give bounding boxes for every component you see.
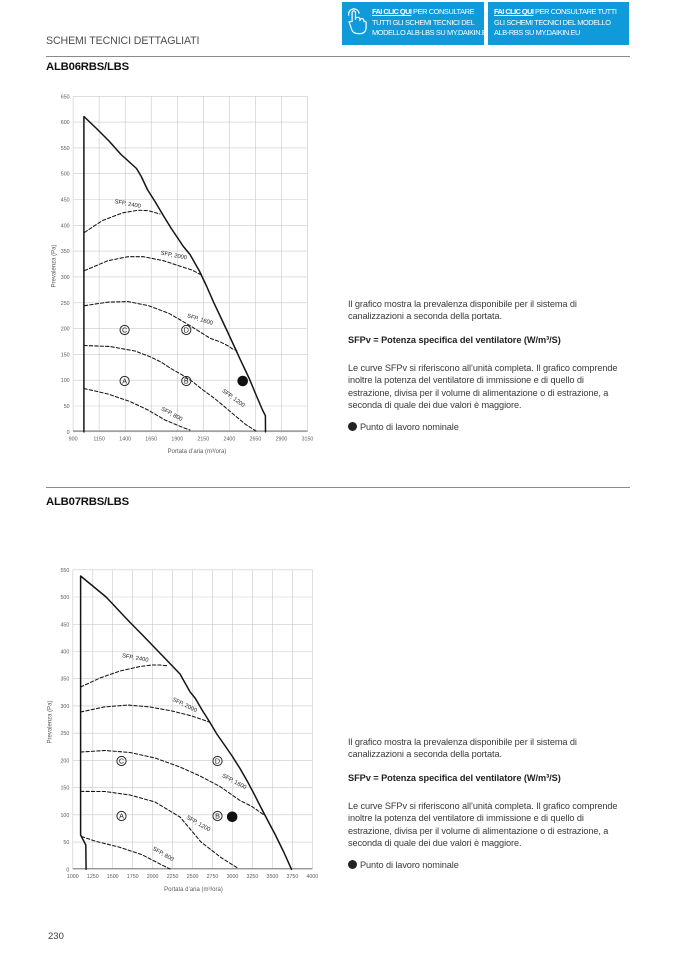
svg-text:0: 0 (66, 867, 69, 873)
svg-text:B: B (215, 812, 220, 821)
svg-text:300: 300 (60, 704, 69, 710)
svg-text:900: 900 (69, 436, 78, 442)
svg-text:1900: 1900 (171, 436, 183, 442)
svg-text:650: 650 (61, 94, 70, 100)
svg-text:3250: 3250 (247, 874, 259, 880)
svg-text:A: A (119, 812, 124, 821)
svg-text:2250: 2250 (167, 874, 179, 880)
svg-text:150: 150 (61, 352, 70, 358)
svg-text:400: 400 (61, 223, 70, 229)
svg-text:3150: 3150 (302, 436, 314, 442)
svg-text:100: 100 (60, 813, 69, 819)
svg-text:Portata d’aria (m³/ora): Portata d’aria (m³/ora) (168, 449, 227, 455)
svg-text:2650: 2650 (250, 436, 262, 442)
svg-text:SFP, 800: SFP, 800 (151, 846, 174, 863)
svg-text:50: 50 (63, 840, 69, 846)
svg-text:2000: 2000 (147, 874, 159, 880)
svg-text:3750: 3750 (287, 874, 299, 880)
svg-text:Prevalenza (Pa): Prevalenza (Pa) (48, 700, 54, 743)
svg-text:450: 450 (61, 198, 70, 204)
svg-text:2900: 2900 (276, 436, 288, 442)
svg-text:0: 0 (67, 430, 70, 436)
svg-text:250: 250 (61, 301, 70, 307)
svg-text:3000: 3000 (227, 874, 239, 880)
svg-text:2500: 2500 (187, 874, 199, 880)
svg-text:50: 50 (64, 404, 70, 410)
svg-text:C: C (122, 326, 127, 335)
svg-text:100: 100 (61, 378, 70, 384)
svg-text:500: 500 (61, 172, 70, 178)
svg-text:Prevalenza (Pa): Prevalenza (Pa) (52, 244, 58, 287)
svg-text:SFP, 2400: SFP, 2400 (114, 199, 141, 210)
svg-text:Portata d’aria (m³/ora): Portata d’aria (m³/ora) (164, 887, 223, 893)
svg-text:200: 200 (61, 327, 70, 333)
svg-text:2400: 2400 (224, 436, 236, 442)
svg-text:300: 300 (61, 275, 70, 281)
svg-text:B: B (184, 377, 189, 386)
svg-text:1150: 1150 (93, 436, 104, 442)
svg-text:SFP, 1600: SFP, 1600 (186, 313, 213, 327)
svg-text:200: 200 (60, 758, 69, 764)
svg-text:1750: 1750 (127, 874, 139, 880)
svg-text:1250: 1250 (87, 874, 99, 880)
svg-text:SFP, 1200: SFP, 1200 (185, 815, 211, 834)
svg-text:550: 550 (60, 568, 69, 574)
svg-text:400: 400 (60, 650, 69, 656)
svg-text:1500: 1500 (107, 874, 119, 880)
svg-text:D: D (215, 757, 220, 766)
svg-text:2150: 2150 (197, 436, 209, 442)
svg-text:350: 350 (60, 677, 69, 683)
svg-text:150: 150 (60, 786, 69, 792)
svg-text:350: 350 (61, 249, 70, 255)
svg-text:600: 600 (61, 120, 70, 126)
svg-text:A: A (122, 377, 127, 386)
svg-text:1000: 1000 (67, 874, 79, 880)
svg-text:SFP, 2000: SFP, 2000 (160, 251, 187, 262)
svg-text:SFP, 1600: SFP, 1600 (221, 773, 247, 791)
svg-text:500: 500 (60, 595, 69, 601)
svg-text:SFP, 800: SFP, 800 (160, 406, 183, 423)
svg-text:SFP, 2400: SFP, 2400 (122, 653, 149, 664)
svg-text:1650: 1650 (145, 436, 157, 442)
svg-text:3500: 3500 (267, 874, 279, 880)
svg-text:550: 550 (61, 146, 70, 152)
svg-text:1400: 1400 (119, 436, 131, 442)
svg-text:4000: 4000 (306, 874, 318, 880)
svg-text:450: 450 (60, 622, 69, 628)
svg-text:D: D (184, 326, 189, 335)
svg-text:250: 250 (60, 731, 69, 737)
svg-text:2750: 2750 (207, 874, 219, 880)
svg-text:C: C (119, 757, 124, 766)
